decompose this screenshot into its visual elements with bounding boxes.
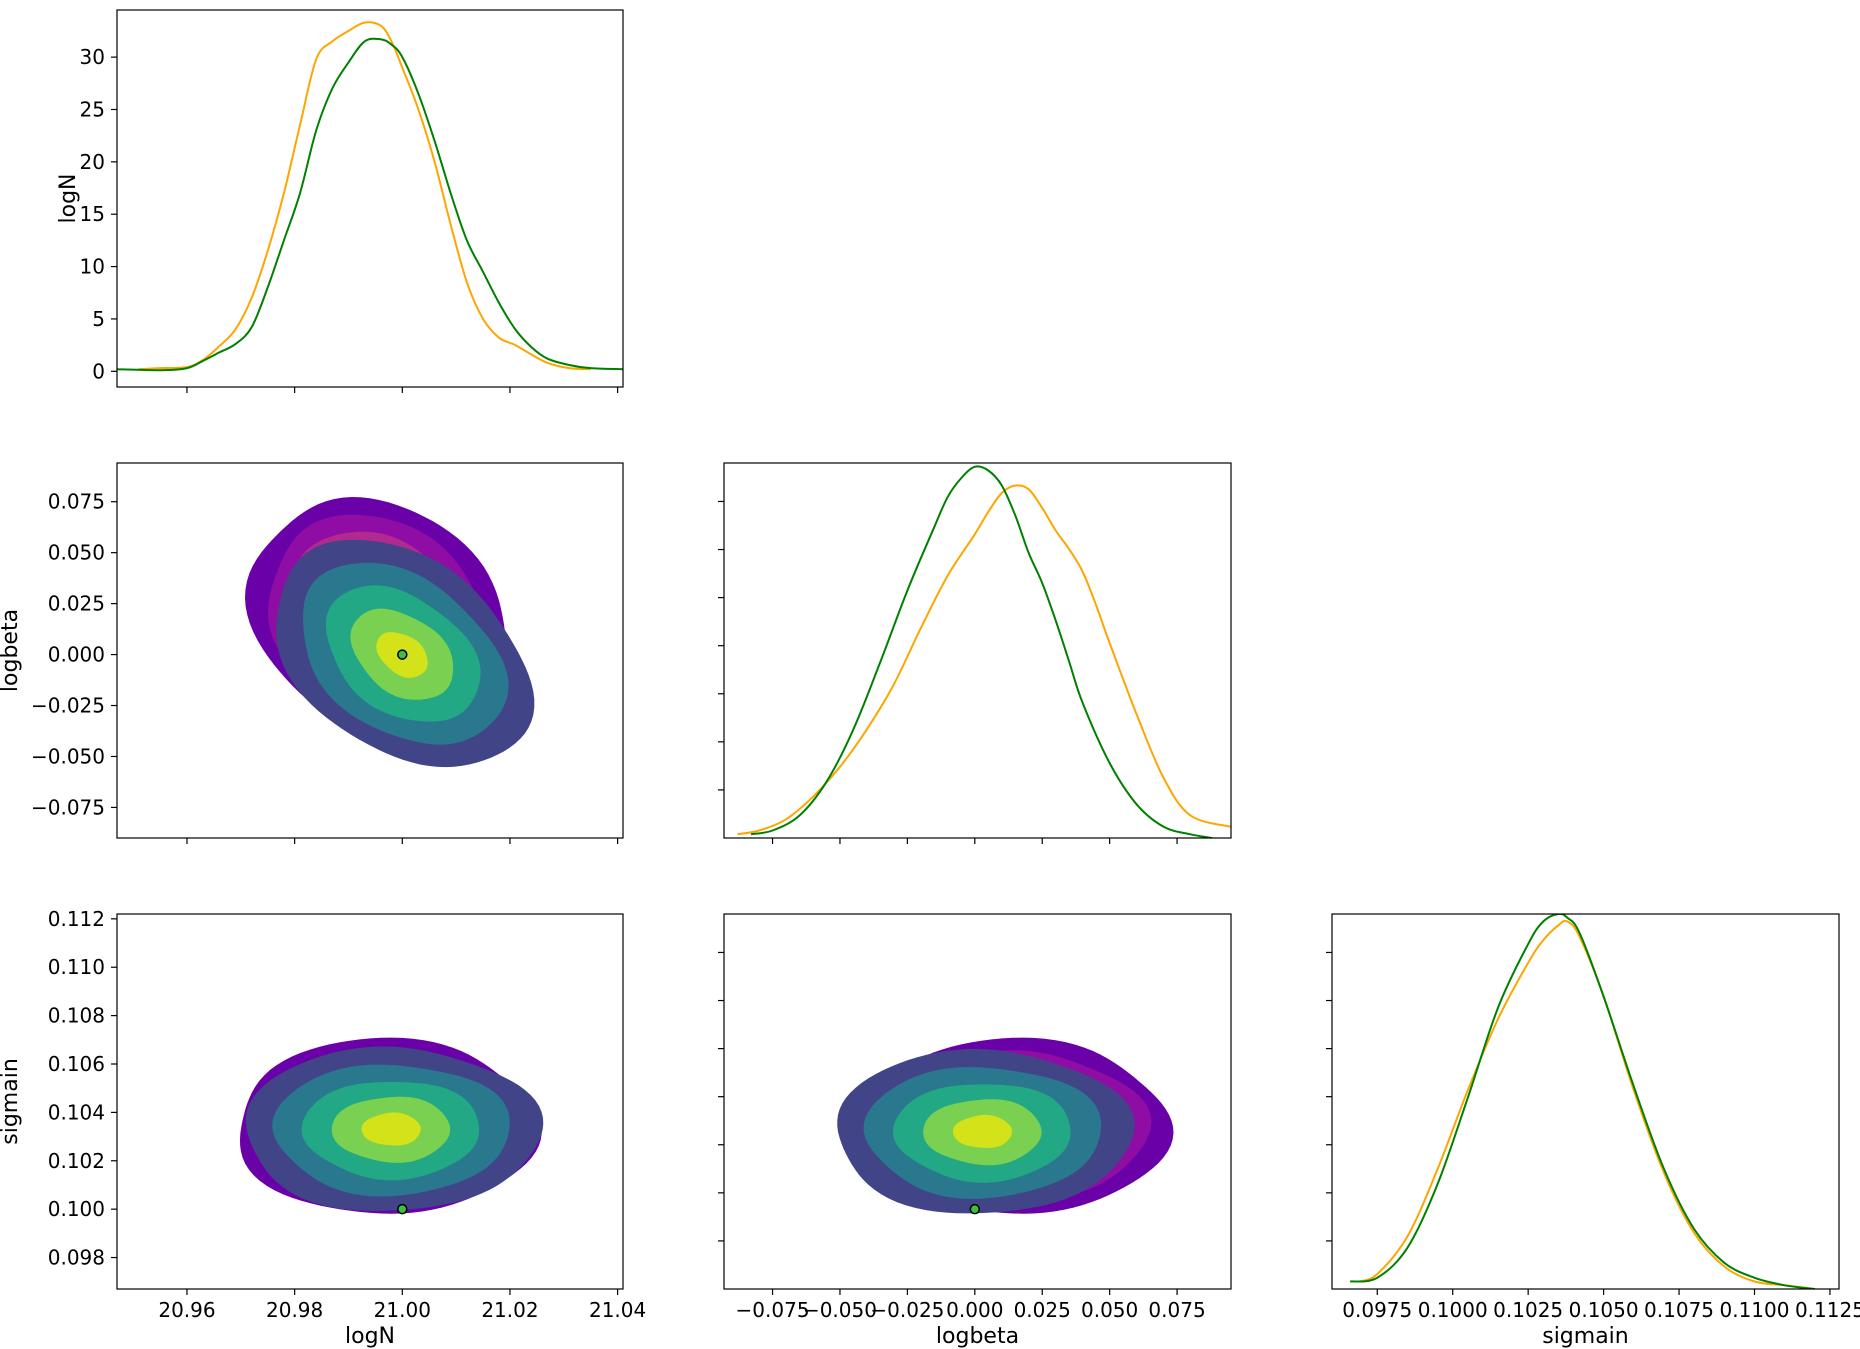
y-tick-label: 0.025 bbox=[48, 592, 105, 616]
x-tick-label: 21.04 bbox=[589, 1298, 646, 1322]
axes-frame bbox=[723, 462, 1232, 839]
y-tick-label: 0.102 bbox=[48, 1149, 105, 1173]
panel-logN-vs-logbeta: −0.075 −0.050 −0.025 0.000 0.025 0.050 0.075 lo… bbox=[0, 462, 624, 844]
panel-logbeta-vs-sigmain: −0.075−0.050−0.025 0.000 0.025 0.050 0.075 lo… bbox=[718, 913, 1232, 1349]
series-line-green bbox=[117, 37, 623, 372]
plot-area bbox=[1349, 914, 1816, 1289]
y-tick-label: 5 bbox=[92, 307, 105, 331]
axes-frame bbox=[723, 913, 1232, 1290]
y-axis-label: sigmain bbox=[0, 1058, 23, 1145]
series-line-orange bbox=[138, 21, 591, 371]
x-axis-label: sigmain bbox=[1542, 1324, 1629, 1349]
series-line-orange bbox=[1358, 919, 1816, 1289]
x-tick-label: 0.025 bbox=[1014, 1298, 1071, 1322]
contour-green-level-5 bbox=[361, 1112, 421, 1146]
y-tick-label: 0.108 bbox=[48, 1004, 105, 1028]
x-tick-label: 0.1000 bbox=[1418, 1298, 1488, 1322]
y-tick-label: 0.106 bbox=[48, 1052, 105, 1076]
x-tick-label: 0.1125 bbox=[1795, 1298, 1860, 1322]
x-tick-label: 21.02 bbox=[481, 1298, 538, 1322]
y-tick-label: 0.000 bbox=[48, 643, 105, 667]
x-tick-label: 0.050 bbox=[1081, 1298, 1138, 1322]
y-tick-label: 0.104 bbox=[48, 1100, 105, 1124]
panel-logN-marginal: 0 5 10 15 20 25 30 logN bbox=[56, 9, 624, 393]
truth-marker bbox=[969, 1203, 981, 1215]
axes-frame bbox=[116, 9, 624, 388]
x-tick-label: 0.0975 bbox=[1342, 1298, 1412, 1322]
y-tick-label: 20 bbox=[80, 150, 105, 174]
y-tick-label: 0.075 bbox=[48, 490, 105, 514]
series-line-green bbox=[750, 465, 1213, 838]
panel-logN-vs-sigmain: 20.96 20.98 21.00 21.02 21.04 0.098 0.100 0.102… bbox=[0, 907, 646, 1349]
panel-logbeta-marginal bbox=[718, 462, 1232, 844]
x-tick-label: 0.1100 bbox=[1720, 1298, 1790, 1322]
x-tick-label: 20.98 bbox=[266, 1298, 323, 1322]
axes-frame bbox=[1331, 913, 1840, 1290]
y-tick-label: −0.050 bbox=[31, 744, 105, 768]
y-axis-label: logN bbox=[56, 174, 81, 224]
y-tick-label: 30 bbox=[80, 45, 105, 69]
x-tick-label: 20.96 bbox=[158, 1298, 215, 1322]
y-tick-label: 0.098 bbox=[48, 1246, 105, 1270]
y-tick-label: −0.075 bbox=[31, 795, 105, 819]
panel-sigmain-marginal: 0.0975 0.1000 0.1025 0.1050 0.1075 0.1100 0.11… bbox=[1326, 913, 1860, 1349]
series-line-green bbox=[1349, 914, 1816, 1289]
plot-area bbox=[117, 21, 623, 372]
x-tick-label: 0.1025 bbox=[1493, 1298, 1563, 1322]
x-axis-label: logbeta bbox=[936, 1324, 1019, 1349]
plot-area bbox=[737, 465, 1231, 838]
y-tick-label: −0.025 bbox=[31, 694, 105, 718]
y-tick-label: 0 bbox=[92, 359, 105, 383]
series-line-orange bbox=[737, 484, 1231, 836]
plot-area bbox=[240, 1037, 544, 1215]
x-tick-label: 0.1075 bbox=[1644, 1298, 1714, 1322]
contour-green-level-5 bbox=[953, 1114, 1013, 1148]
x-tick-label: −0.025 bbox=[870, 1298, 944, 1322]
y-tick-label: 0.112 bbox=[48, 907, 105, 931]
x-tick-label: 0.075 bbox=[1148, 1298, 1205, 1322]
axes-frame bbox=[116, 913, 624, 1290]
y-tick-label: 10 bbox=[80, 255, 105, 279]
y-tick-label: 0.050 bbox=[48, 541, 105, 565]
truth-marker bbox=[397, 1203, 408, 1215]
y-axis-label: logbeta bbox=[0, 609, 23, 692]
y-tick-label: 0.100 bbox=[48, 1197, 105, 1221]
plot-area bbox=[837, 1037, 1174, 1215]
y-tick-label: 25 bbox=[80, 97, 105, 121]
x-axis-label: logN bbox=[345, 1324, 395, 1349]
x-tick-label: 21.00 bbox=[374, 1298, 431, 1322]
truth-marker bbox=[397, 649, 408, 660]
axes-frame bbox=[116, 462, 624, 839]
x-tick-label: 0.000 bbox=[946, 1298, 1003, 1322]
x-tick-label: −0.075 bbox=[736, 1298, 810, 1322]
plot-area bbox=[245, 497, 535, 768]
x-tick-label: 0.1050 bbox=[1569, 1298, 1639, 1322]
x-tick-label: −0.050 bbox=[803, 1298, 877, 1322]
y-tick-label: 15 bbox=[80, 202, 105, 226]
y-tick-label: 0.110 bbox=[48, 955, 105, 979]
